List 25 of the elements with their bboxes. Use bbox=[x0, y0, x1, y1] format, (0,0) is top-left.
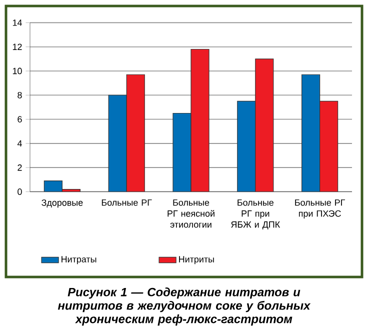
bar bbox=[172, 112, 192, 192]
x-tick-label: Больные РГ bbox=[102, 199, 152, 206]
x-tick-label: Больные РГ неясной этиологии bbox=[168, 199, 214, 228]
bar bbox=[108, 94, 127, 192]
y-tick-label: 2 bbox=[18, 164, 22, 171]
x-tick-label: Больные РГ при ПХЭС bbox=[295, 199, 346, 218]
bar bbox=[126, 74, 145, 192]
legend-label: Нитриты bbox=[179, 256, 214, 264]
bar bbox=[255, 58, 274, 192]
bar bbox=[237, 100, 256, 192]
x-tick-label: Больные РГ при ЯБЖ и ДПК bbox=[231, 199, 280, 230]
y-tick-label: 14 bbox=[12, 20, 22, 26]
bar bbox=[190, 48, 210, 192]
bar bbox=[302, 74, 320, 192]
y-tick-label: 4 bbox=[17, 140, 22, 147]
y-tick-label: 6 bbox=[18, 116, 22, 122]
y-tick-label: 8 bbox=[18, 92, 22, 98]
legend-label: Нитраты bbox=[62, 256, 96, 264]
x-tick-label: Здоровые bbox=[42, 199, 83, 208]
y-tick-label: 0 bbox=[18, 188, 22, 195]
y-tick-label: 10 bbox=[12, 68, 22, 74]
y-tick-label: 12 bbox=[12, 44, 22, 50]
bar bbox=[44, 180, 62, 192]
bar bbox=[320, 100, 338, 192]
text: Рисунок 1 — Содержание нитратов и нитритов в желудочном соке у больных хроническим реф-люкс-гастритом bbox=[58, 288, 311, 326]
